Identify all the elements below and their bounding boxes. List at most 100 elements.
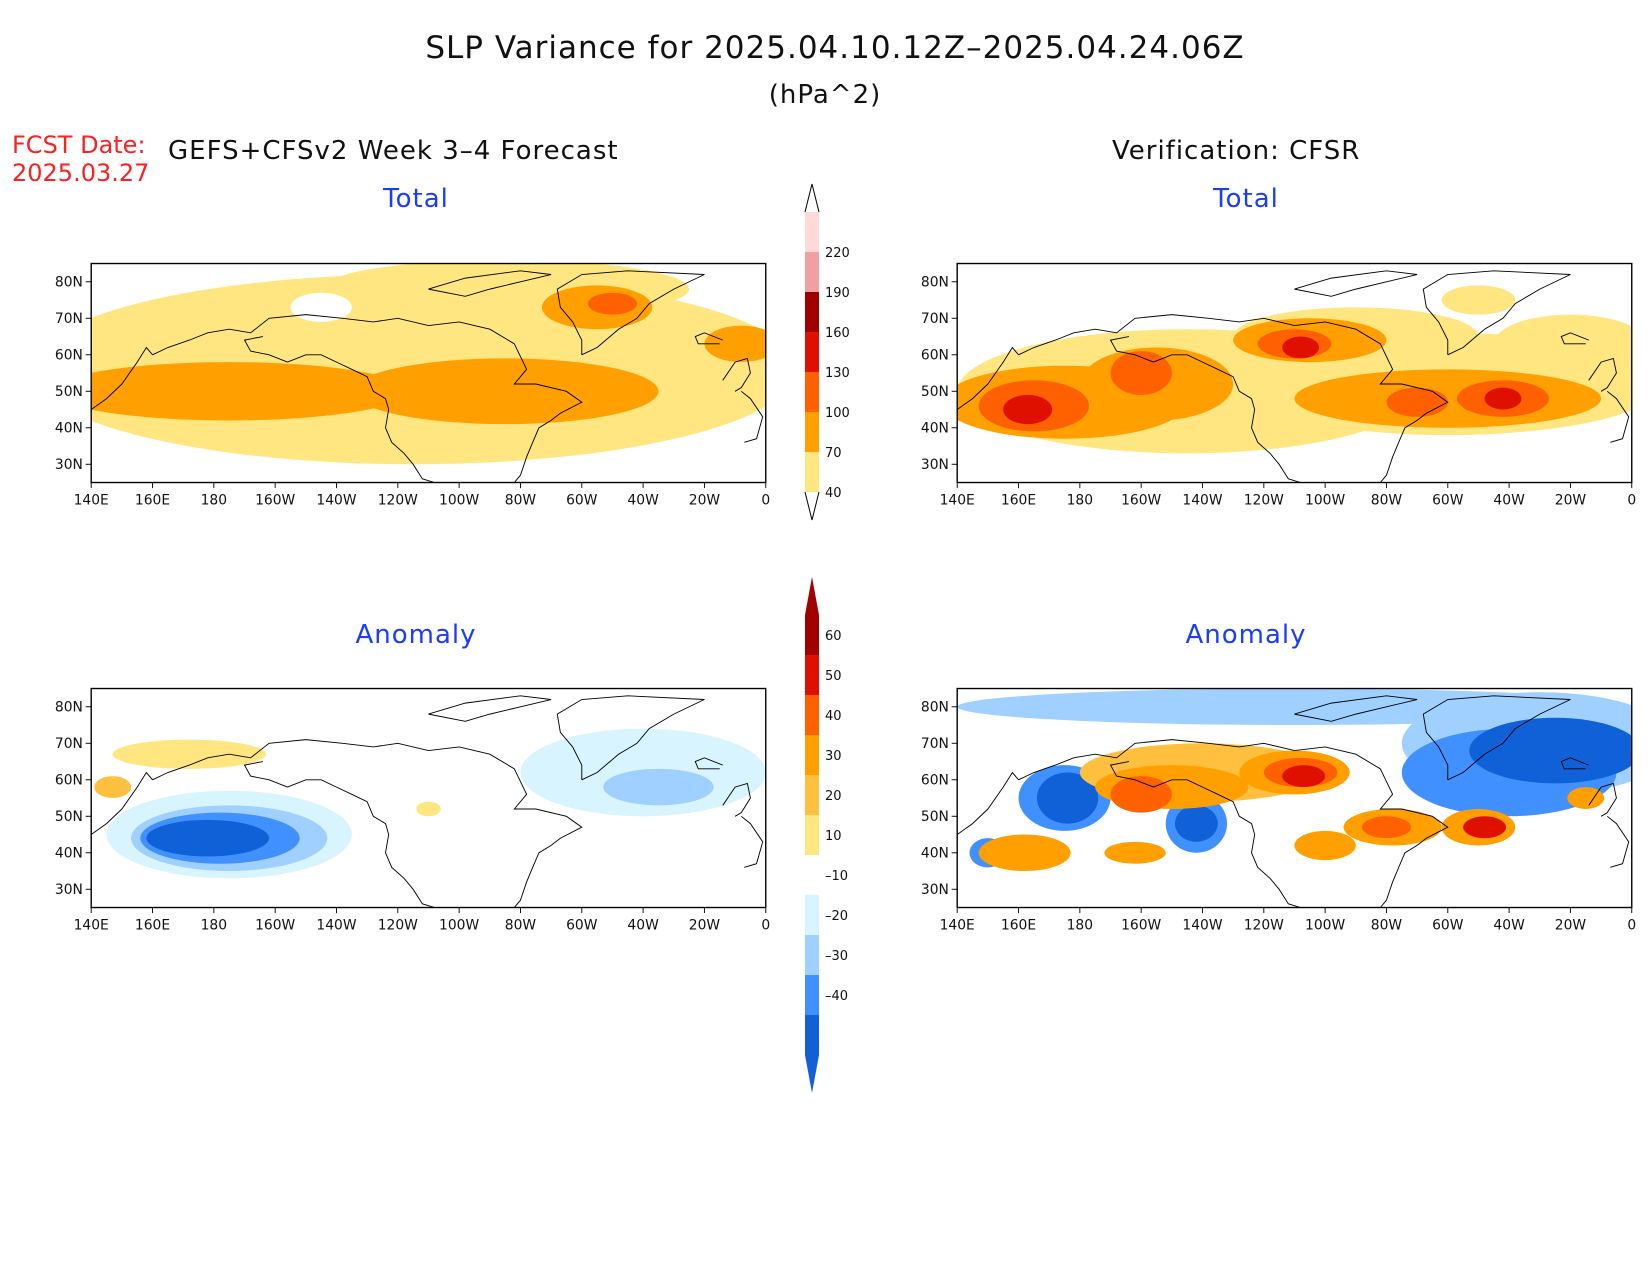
map-frame — [90, 262, 767, 484]
lon-tick-label: 20W — [689, 918, 721, 934]
coastline — [556, 695, 705, 781]
map-panel-anomaly-verification: 80N 70N 60N 50N 40N 30N 140E 160E 180 160W 140W 120… — [911, 678, 1641, 955]
lon-tick-label: 40W — [1493, 493, 1525, 509]
lon-tick-label: 180 — [1067, 493, 1093, 509]
field-contour — [1294, 830, 1356, 861]
lat-tick-label: 60N — [921, 347, 949, 363]
colorbar-swatch — [805, 212, 819, 252]
field-contour — [603, 768, 714, 806]
colorbar-level-label: 40 — [825, 486, 842, 501]
lat-tick-label: 30N — [921, 457, 949, 473]
map-panel-total-verification: 80N 70N 60N 50N 40N 30N 140E 160E 180 160W 140W 120… — [911, 253, 1641, 530]
lat-tick-label: 70N — [55, 311, 83, 327]
colorbar-level-label: 10 — [825, 829, 842, 844]
lon-tick-label: 100W — [439, 918, 479, 934]
map-frame — [956, 262, 1633, 484]
subtitle-total-verification: Total — [1213, 184, 1279, 214]
coastline — [1606, 390, 1630, 443]
coastline — [243, 761, 288, 788]
colorbar-anomaly: 60 50 40 30 20 10 –10 –20 –30 –40 — [805, 575, 865, 1093]
lon-tick-label: 0 — [1627, 918, 1636, 934]
coastline — [722, 782, 751, 817]
lat-tick-label: 50N — [55, 809, 83, 825]
lon-tick-label: 60W — [566, 918, 598, 934]
coastline — [1560, 757, 1589, 770]
lon-tick-label: 20W — [1555, 493, 1587, 509]
field-contour — [1174, 805, 1218, 842]
coastline — [1588, 782, 1617, 817]
coastline — [1588, 357, 1617, 392]
field-contour — [1469, 717, 1632, 784]
lon-tick-label: 180 — [1067, 918, 1093, 934]
coastline — [722, 357, 751, 392]
subtitle-anomaly-forecast: Anomaly — [355, 620, 477, 650]
field-contour — [1294, 369, 1602, 428]
lon-tick-label: 60W — [1432, 918, 1464, 934]
lon-tick-label: 40W — [1493, 918, 1525, 934]
colorbar-swatch — [805, 695, 819, 735]
lon-tick-label: 60W — [1432, 493, 1464, 509]
coastline — [1422, 695, 1571, 781]
field-contour — [351, 358, 659, 425]
fcst-date-label: FCST Date: — [12, 131, 146, 159]
lat-tick-label: 30N — [921, 882, 949, 898]
coastline — [152, 314, 583, 483]
lon-tick-label: 160E — [135, 918, 170, 934]
colorbar-swatch — [805, 815, 819, 855]
lat-tick-label: 30N — [55, 882, 83, 898]
field-contour — [91, 362, 407, 421]
field-contour — [1463, 816, 1507, 839]
lon-tick-label: 140W — [1182, 493, 1222, 509]
field-contour — [1361, 816, 1411, 839]
coastline — [957, 346, 1019, 410]
lon-tick-label: 0 — [761, 493, 770, 509]
lat-tick-label: 70N — [921, 736, 949, 752]
lon-tick-label: 20W — [1555, 918, 1587, 934]
colorbar-swatch — [805, 895, 819, 935]
lat-tick-label: 60N — [55, 772, 83, 788]
coastline — [694, 332, 723, 345]
map-frame — [90, 687, 767, 909]
lon-tick-label: 160W — [1121, 493, 1161, 509]
colorbar-total: 40 70 100 130 160 190 220 — [804, 183, 865, 542]
field-contour — [416, 801, 441, 817]
lon-tick-label: 160E — [135, 493, 170, 509]
fcst-date-value: 2025.03.27 — [12, 159, 150, 187]
lon-tick-label: 60W — [566, 493, 598, 509]
lon-tick-label: 160E — [1001, 918, 1036, 934]
colorbar-level-label: 30 — [825, 749, 842, 764]
lat-tick-label: 40N — [921, 845, 949, 861]
coastline — [91, 771, 153, 835]
field-contour — [1282, 765, 1326, 788]
field-contour — [112, 739, 266, 769]
lon-tick-label: 120W — [1244, 918, 1284, 934]
field-contour — [1282, 336, 1320, 359]
field-contour — [1110, 776, 1172, 813]
field-contour — [146, 819, 270, 857]
lat-tick-label: 80N — [921, 699, 949, 715]
field-contour — [1441, 285, 1516, 315]
colorbar-level-label: 220 — [825, 246, 850, 261]
lon-tick-label: 0 — [1627, 493, 1636, 509]
map-panel-anomaly-forecast: 80N 70N 60N 50N 40N 30N 140E 160E 180 160W 140W 120… — [45, 678, 775, 955]
colorbar-swatch — [805, 1015, 819, 1055]
field-contour — [978, 834, 1071, 872]
lon-tick-label: 140W — [1182, 918, 1222, 934]
colorbar-swatch — [805, 935, 819, 975]
colorbar-swatch — [805, 452, 819, 492]
colorbar-swatch — [805, 855, 819, 895]
lon-tick-label: 80W — [505, 918, 537, 934]
field-contour — [1567, 787, 1605, 809]
colorbar-level-label: 130 — [825, 366, 850, 381]
coastline — [91, 346, 153, 410]
colorbar-level-label: 60 — [825, 629, 842, 644]
lon-tick-label: 160W — [1121, 918, 1161, 934]
forecast-header: GEFS+CFSv2 Week 3–4 Forecast — [168, 136, 619, 166]
colorbar-level-label: 190 — [825, 286, 850, 301]
field-contour — [1003, 394, 1053, 425]
lat-tick-label: 70N — [55, 736, 83, 752]
coastline — [740, 815, 764, 868]
lon-tick-label: 140E — [74, 493, 109, 509]
colorbar-swatch — [805, 735, 819, 775]
field-gap — [290, 292, 352, 322]
